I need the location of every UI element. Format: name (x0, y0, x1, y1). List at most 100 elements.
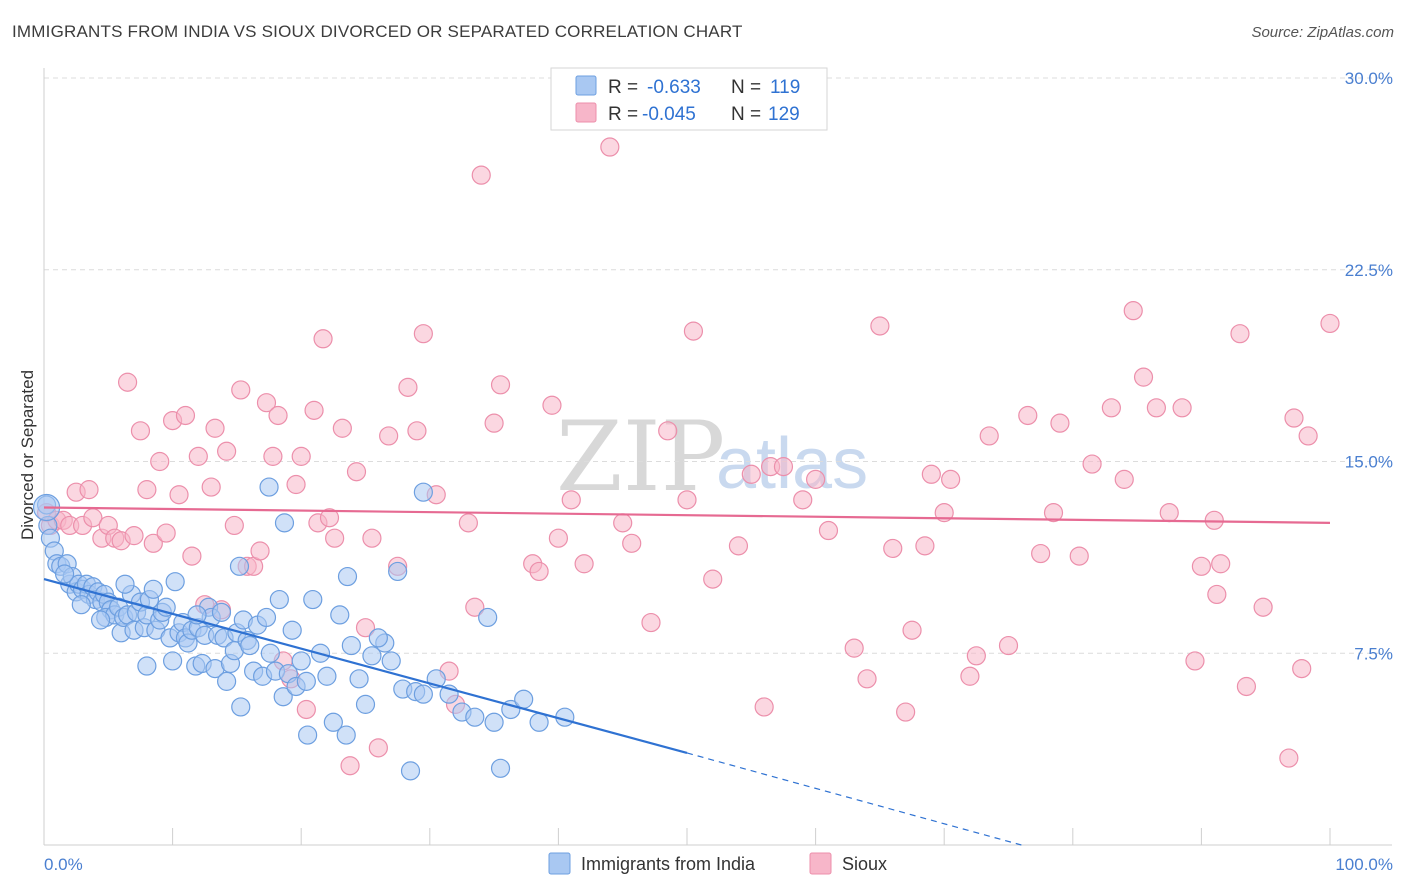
india-series (32, 477, 575, 781)
sioux-point (1207, 584, 1227, 605)
india-trend-extension (686, 752, 1022, 846)
india-point (478, 607, 498, 628)
india-point (303, 589, 323, 610)
x-tick-label-min: 0.0% (44, 855, 83, 874)
sioux-point (600, 137, 620, 157)
sioux-point (703, 569, 723, 589)
sioux-point (1253, 597, 1273, 617)
sioux-point (979, 426, 999, 446)
sioux-point (362, 528, 382, 548)
sioux-point (169, 485, 189, 505)
india-point (291, 651, 311, 671)
india-point (317, 666, 337, 686)
sioux-point (561, 490, 581, 510)
sioux-point (124, 526, 144, 546)
sioux-point (1159, 503, 1179, 523)
sioux-point (818, 520, 839, 541)
sioux-point (156, 523, 176, 543)
sioux-point (1191, 556, 1212, 576)
sioux-point (529, 561, 549, 582)
sioux-point (773, 457, 794, 477)
legend-box (550, 67, 828, 131)
india-point (165, 572, 185, 592)
sioux-point (683, 321, 704, 341)
sioux-point (379, 426, 399, 446)
legend-n-label-sioux: N = (731, 104, 761, 125)
y-tick-label: 30.0% (1345, 69, 1393, 88)
sioux-point (224, 515, 244, 536)
sioux-point (137, 480, 157, 500)
sioux-point (398, 377, 418, 397)
sioux-point (574, 554, 594, 574)
sioux-point (332, 418, 352, 438)
y-tick-labels: 7.5% 15.0% 22.5% 30.0% (1345, 69, 1393, 663)
sioux-point (613, 513, 633, 533)
sioux-point (1292, 658, 1312, 679)
chart-title: IMMIGRANTS FROM INDIA VS SIOUX DIVORCED … (12, 22, 743, 41)
sioux-point (407, 421, 427, 441)
sioux-point (205, 418, 225, 438)
source-label: Source: ZipAtlas.com (1251, 24, 1394, 41)
india-point (330, 605, 350, 625)
sioux-point (1031, 543, 1051, 564)
legend-n-value-india: 119 (770, 77, 800, 98)
sioux-point (1123, 301, 1143, 321)
sioux-point (1204, 510, 1224, 530)
sioux-point (622, 533, 642, 553)
india-point (143, 579, 163, 599)
india-point (323, 712, 343, 732)
india-trend-line (43, 578, 688, 755)
sioux-point (231, 380, 251, 400)
sioux-point (182, 546, 202, 566)
sioux-point (1211, 554, 1231, 574)
legend-swatch-india (575, 75, 597, 96)
sioux-trend-line (43, 506, 1331, 524)
sioux-point (291, 446, 311, 466)
sioux-point (413, 324, 433, 344)
india-point (269, 589, 289, 610)
india-point (260, 643, 280, 663)
india-point (231, 697, 251, 717)
sioux-point (465, 597, 485, 617)
legend-r-value-india: -0.633 (647, 77, 701, 98)
india-point (256, 607, 277, 628)
sioux-point (1284, 408, 1304, 428)
sioux-point (268, 405, 288, 426)
sioux-point (490, 375, 511, 395)
sioux-point (1043, 503, 1064, 523)
y-tick-label: 15.0% (1345, 453, 1393, 472)
sioux-point (150, 451, 170, 472)
sioux-point (548, 528, 569, 548)
india-point (465, 707, 485, 727)
bottom-legend: Immigrants from India Sioux (548, 852, 887, 875)
sioux-point (1236, 676, 1257, 697)
legend-r-label-india: R = (608, 77, 638, 98)
bottom-legend-label-sioux: Sioux (842, 854, 887, 874)
sioux-point (1279, 748, 1299, 768)
sioux-point (1082, 454, 1102, 474)
india-point (115, 574, 135, 594)
india-point (54, 564, 75, 584)
sioux-point (1101, 398, 1121, 418)
sioux-point (471, 165, 491, 185)
india-point (529, 712, 549, 732)
sioux-point (966, 646, 986, 666)
sioux-point (844, 638, 864, 658)
y-tick-label: 7.5% (1354, 644, 1393, 663)
watermark: ZIP atlas (556, 401, 868, 513)
sioux-point (458, 513, 478, 533)
watermark-zip: ZIP (556, 401, 725, 513)
sioux-point (902, 620, 922, 640)
india-point (296, 671, 316, 691)
sioux-point (754, 697, 774, 717)
sioux-point (201, 477, 221, 497)
sioux-point (117, 372, 138, 392)
india-point (349, 669, 369, 689)
india-point (368, 628, 388, 648)
legend-r-value-sioux: -0.045 (642, 104, 696, 125)
sioux-point (658, 421, 678, 441)
sioux-point (793, 490, 813, 510)
axes (43, 68, 1392, 846)
sioux-point (1320, 313, 1340, 334)
